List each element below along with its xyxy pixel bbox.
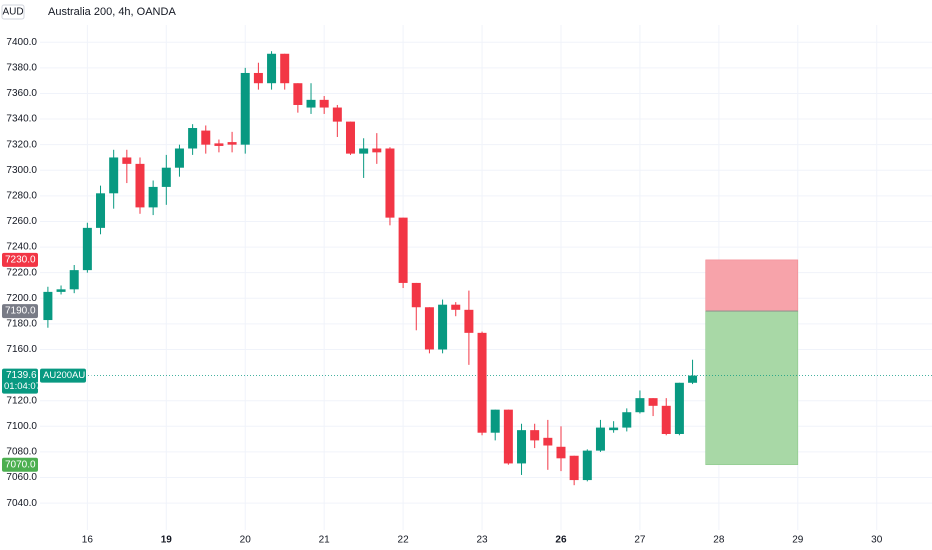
candle-body <box>332 107 342 122</box>
y-tick-label: 7200.0 <box>6 293 37 304</box>
candle-body <box>688 375 698 383</box>
x-tick-label: 20 <box>240 535 252 546</box>
y-tick-label: 7100.0 <box>6 421 37 432</box>
price-label: 7070.0 <box>5 459 36 470</box>
candle-body <box>293 83 303 105</box>
candle-body <box>109 157 119 194</box>
candle-body <box>267 53 277 84</box>
candle-body <box>582 450 592 481</box>
candle-body <box>161 167 171 187</box>
candle-body <box>174 148 184 168</box>
currency-box <box>1 4 25 20</box>
x-tick-label: 29 <box>792 535 804 546</box>
target-zone <box>705 310 799 466</box>
candle-body <box>648 398 658 406</box>
candle-body <box>319 99 329 108</box>
x-tick-label: 23 <box>476 535 488 546</box>
price-label-bg <box>2 457 38 472</box>
candle-body <box>661 405 671 434</box>
y-tick-label: 7240.0 <box>6 242 37 253</box>
x-tick-label: 28 <box>713 535 725 546</box>
candle-body <box>622 412 632 428</box>
candle-body <box>438 304 448 350</box>
chart-title: Australia 200, 4h, OANDA <box>48 6 176 18</box>
y-tick-label: 7120.0 <box>6 395 37 406</box>
y-tick-label: 7400.0 <box>6 37 37 48</box>
last-price-label: 7139.6 <box>6 370 37 381</box>
candle-body <box>253 72 263 84</box>
x-tick-label: 27 <box>634 535 646 546</box>
x-tick-label: 16 <box>82 535 94 546</box>
candle-body <box>609 427 619 431</box>
candle-body <box>122 157 132 164</box>
y-tick-label: 7080.0 <box>6 447 37 458</box>
y-tick-label: 7300.0 <box>6 165 37 176</box>
candle-body <box>280 53 290 84</box>
candle-body <box>96 193 106 228</box>
candle-body <box>148 186 158 208</box>
currency: AUD <box>2 7 23 18</box>
candle-body <box>503 409 513 464</box>
y-tick-label: 7320.0 <box>6 139 37 150</box>
x-tick-label: 21 <box>319 535 331 546</box>
y-tick-label: 7340.0 <box>6 114 37 125</box>
candle-body <box>543 437 553 446</box>
y-tick-label: 7220.0 <box>6 267 37 278</box>
candle-body <box>674 382 684 434</box>
x-tick-label: 22 <box>398 535 410 546</box>
x-tick-label: 19 <box>161 535 173 546</box>
candle-body <box>188 128 198 149</box>
candle-body <box>201 130 211 145</box>
candle-body <box>372 148 382 153</box>
y-tick-label: 7180.0 <box>6 319 37 330</box>
price-label: 7230.0 <box>5 255 36 266</box>
y-tick-label: 7280.0 <box>6 191 37 202</box>
y-tick-label: 7380.0 <box>6 62 37 73</box>
countdown: 01:04:07 <box>4 381 41 392</box>
price-label: 7190.0 <box>5 306 36 317</box>
candle-body <box>398 217 408 283</box>
candle-body <box>411 282 421 308</box>
candle-body <box>569 455 579 481</box>
candle-body <box>464 309 474 333</box>
candle-body <box>424 307 434 350</box>
candle-body <box>56 289 66 292</box>
candle-body <box>451 304 461 310</box>
y-tick-label: 7060.0 <box>6 472 37 483</box>
candle-body <box>214 143 224 146</box>
candle-body <box>490 409 500 433</box>
candle-body <box>43 291 53 321</box>
symbol-bg <box>40 368 86 383</box>
symbol-label: AU200AUD <box>43 370 92 381</box>
candle-body <box>477 332 487 433</box>
y-tick-label: 7040.0 <box>6 498 37 509</box>
x-tick-label: 30 <box>871 535 883 546</box>
candle-body <box>595 427 605 451</box>
candle-body <box>227 142 237 145</box>
stop-zone <box>705 259 799 312</box>
candle-body <box>385 148 395 218</box>
candle-body <box>359 148 369 154</box>
x-tick-label: 26 <box>555 535 567 546</box>
candle-body <box>345 121 355 154</box>
y-tick-label: 7260.0 <box>6 216 37 227</box>
candle-body <box>135 163 145 208</box>
candle-body <box>69 270 79 290</box>
y-tick-label: 7360.0 <box>6 88 37 99</box>
candle-body <box>556 446 566 459</box>
price-label-bg <box>2 252 38 267</box>
candle-body <box>240 72 250 145</box>
price-label-bg <box>2 304 38 319</box>
candle-body <box>517 430 527 464</box>
candle-body <box>530 430 540 441</box>
y-tick-label: 7160.0 <box>6 344 37 355</box>
candle-body <box>635 398 645 413</box>
last-price-bg <box>2 368 38 394</box>
candle-body <box>82 227 92 271</box>
candle-body <box>306 99 316 108</box>
